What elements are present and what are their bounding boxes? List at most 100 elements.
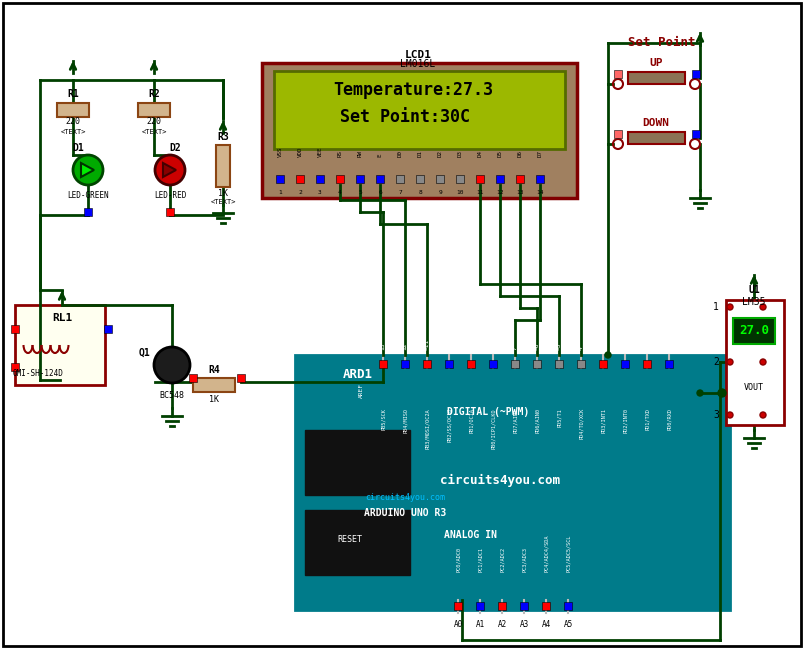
Text: D2: D2 xyxy=(169,143,181,153)
Text: Set Point: Set Point xyxy=(628,36,696,49)
Bar xyxy=(305,430,410,495)
Bar xyxy=(11,325,19,333)
Bar xyxy=(542,602,550,610)
Text: ~6: ~6 xyxy=(535,343,539,350)
Text: 5: 5 xyxy=(358,190,362,195)
Text: D1: D1 xyxy=(72,143,84,153)
Text: 6: 6 xyxy=(378,190,382,195)
Bar xyxy=(274,71,565,149)
Text: PC5/ADC5/SCL: PC5/ADC5/SCL xyxy=(565,534,571,572)
Bar xyxy=(621,360,629,368)
Bar xyxy=(533,360,541,368)
Circle shape xyxy=(155,155,185,185)
Text: 3: 3 xyxy=(318,190,322,195)
Text: 4: 4 xyxy=(338,190,342,195)
Text: 3: 3 xyxy=(713,410,719,420)
Bar xyxy=(295,355,730,610)
Text: 10: 10 xyxy=(456,190,464,195)
Text: LED-GREEN: LED-GREEN xyxy=(67,190,109,200)
Bar xyxy=(416,175,424,183)
Text: ~11: ~11 xyxy=(424,339,430,350)
Text: PB0/ICP1/CLKO: PB0/ICP1/CLKO xyxy=(490,408,496,448)
Bar xyxy=(665,360,673,368)
Bar xyxy=(316,175,324,183)
Bar xyxy=(628,132,685,144)
Text: PD7/AIN1: PD7/AIN1 xyxy=(513,408,518,433)
Text: PC3/ADC3: PC3/ADC3 xyxy=(522,547,526,572)
Bar xyxy=(423,360,431,368)
Bar xyxy=(57,103,89,117)
Bar xyxy=(511,360,519,368)
Text: PC0/ADC0: PC0/ADC0 xyxy=(456,547,460,572)
Text: 220: 220 xyxy=(147,118,162,127)
Text: ◄RX0: ◄RX0 xyxy=(667,335,671,350)
Text: PB5/SCK: PB5/SCK xyxy=(381,408,386,430)
Text: ~10: ~10 xyxy=(447,339,452,350)
Text: R3: R3 xyxy=(217,132,229,142)
Bar xyxy=(396,175,404,183)
Text: D2: D2 xyxy=(437,150,443,157)
Bar xyxy=(476,602,484,610)
Text: 14: 14 xyxy=(536,190,543,195)
Bar xyxy=(336,175,344,183)
Text: PC2/ADC2: PC2/ADC2 xyxy=(499,547,505,572)
Text: <TEXT>: <TEXT> xyxy=(210,199,236,205)
Text: Q1: Q1 xyxy=(138,348,150,358)
Bar xyxy=(536,175,544,183)
Text: U1: U1 xyxy=(748,285,760,295)
Bar xyxy=(692,130,700,138)
Bar xyxy=(104,325,112,333)
Bar xyxy=(193,378,235,392)
Bar xyxy=(726,300,784,425)
Text: PB4/MISO: PB4/MISO xyxy=(402,408,407,433)
Circle shape xyxy=(760,412,766,418)
Text: VEE: VEE xyxy=(317,146,323,157)
Circle shape xyxy=(727,304,733,310)
Text: A0: A0 xyxy=(453,620,463,629)
Text: AREF: AREF xyxy=(358,382,364,398)
Bar xyxy=(489,360,497,368)
Text: VSS: VSS xyxy=(278,146,283,157)
Bar xyxy=(379,360,387,368)
Bar xyxy=(520,602,528,610)
Text: 220: 220 xyxy=(65,118,80,127)
Text: D0: D0 xyxy=(398,150,402,157)
Text: <TEXT>: <TEXT> xyxy=(141,129,167,135)
Text: A1: A1 xyxy=(476,620,485,629)
Bar xyxy=(628,72,685,84)
Bar xyxy=(166,208,174,216)
Bar xyxy=(305,510,410,575)
Text: PC1/ADC1: PC1/ADC1 xyxy=(477,547,482,572)
Text: ~5: ~5 xyxy=(556,343,562,350)
Text: 12: 12 xyxy=(496,190,504,195)
Text: ANALOG IN: ANALOG IN xyxy=(444,530,497,540)
Text: PB1/OC1A: PB1/OC1A xyxy=(469,408,473,433)
Text: VOUT: VOUT xyxy=(744,384,764,393)
Text: 1: 1 xyxy=(278,190,282,195)
Text: PD6/AIN0: PD6/AIN0 xyxy=(535,408,539,433)
Bar xyxy=(237,374,245,382)
Text: 7: 7 xyxy=(513,346,518,350)
Text: RW: RW xyxy=(357,150,362,157)
Bar xyxy=(445,360,453,368)
Text: 9: 9 xyxy=(438,190,442,195)
Bar xyxy=(643,360,651,368)
Text: 8: 8 xyxy=(418,190,422,195)
Text: DOWN: DOWN xyxy=(642,118,670,128)
Bar xyxy=(496,175,504,183)
Text: ARDUINO UNO R3: ARDUINO UNO R3 xyxy=(364,508,446,518)
Text: E: E xyxy=(378,153,382,157)
Text: 8: 8 xyxy=(490,346,496,350)
Text: PB3/MOSI/OC2A: PB3/MOSI/OC2A xyxy=(424,408,430,448)
Text: 2: 2 xyxy=(298,190,302,195)
Bar xyxy=(138,103,170,117)
Text: 13: 13 xyxy=(381,343,386,350)
Bar xyxy=(614,70,622,78)
Text: D5: D5 xyxy=(497,150,502,157)
Text: 1K: 1K xyxy=(209,395,219,404)
Bar xyxy=(599,360,607,368)
Polygon shape xyxy=(81,163,94,177)
Polygon shape xyxy=(163,163,176,177)
Text: RL1: RL1 xyxy=(52,313,72,323)
Text: A5: A5 xyxy=(564,620,572,629)
